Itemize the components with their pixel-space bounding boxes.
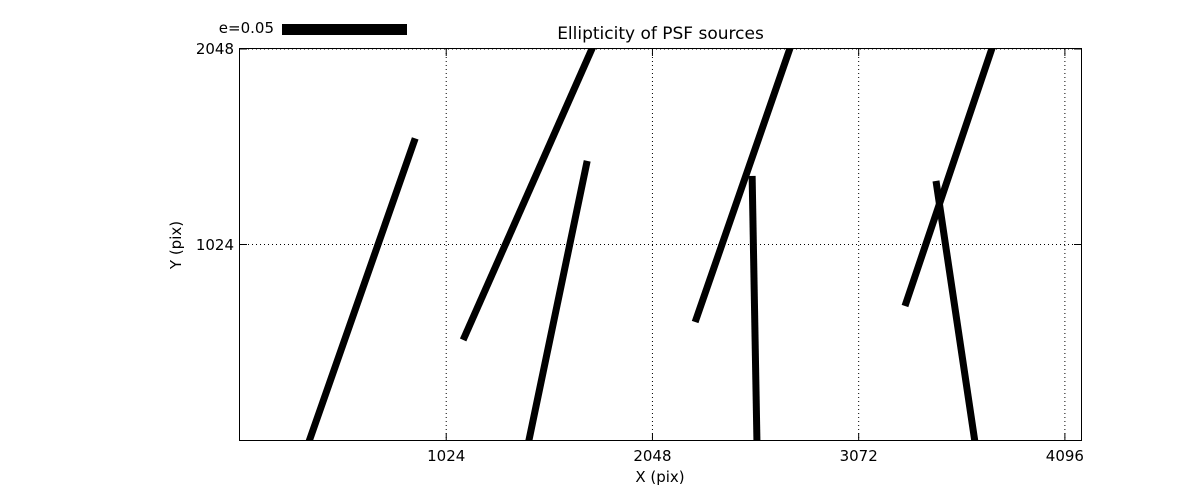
whisker-segment xyxy=(901,49,996,308)
x-tick-label: 2048 xyxy=(633,447,672,465)
whisker-segment xyxy=(459,49,596,342)
x-tick-label: 3072 xyxy=(839,447,878,465)
legend-label: e=0.05 xyxy=(218,19,274,37)
x-tick-label: 4096 xyxy=(1045,447,1084,465)
plot-svg xyxy=(240,49,1081,440)
y-axis-label: Y (pix) xyxy=(167,220,185,270)
legend-whisker-bar xyxy=(282,24,407,35)
whisker-segment xyxy=(691,49,794,324)
plot-area xyxy=(239,48,1082,441)
whisker-segment xyxy=(932,180,979,440)
whisker-segment xyxy=(748,175,761,440)
whisker-segment xyxy=(305,137,419,440)
y-tick-label: 2048 xyxy=(195,40,234,58)
x-axis-label: X (pix) xyxy=(635,468,685,486)
chart-title: Ellipticity of PSF sources xyxy=(557,24,764,44)
x-tick-label: 1024 xyxy=(427,447,466,465)
whisker-segment xyxy=(525,160,591,440)
y-tick-label: 1024 xyxy=(195,235,234,254)
